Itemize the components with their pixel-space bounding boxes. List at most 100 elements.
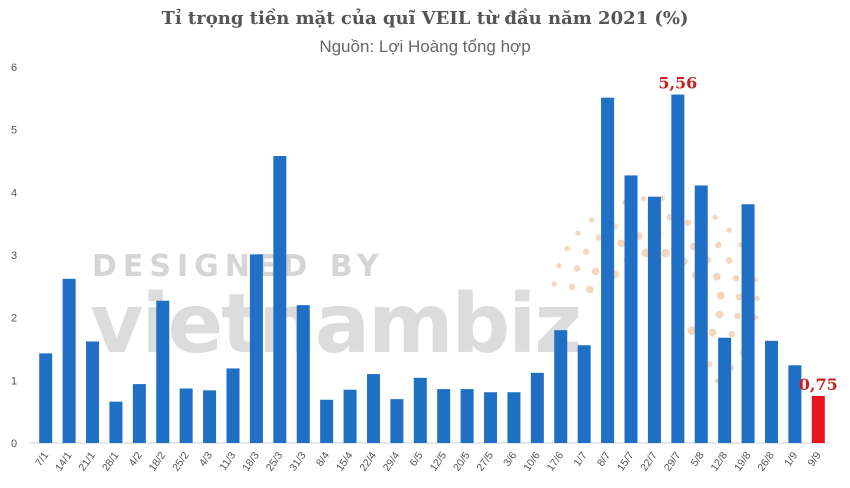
x-tick-label: 1/9 [782,450,800,469]
bar [554,330,568,443]
x-tick-label: 18/2 [147,450,169,474]
y-tick-label: 3 [11,250,17,262]
y-tick-label: 6 [11,62,17,74]
watermark-dot [728,330,736,338]
watermark-dot [712,214,718,221]
x-tick-label: 31/3 [287,450,309,474]
y-tick-label: 2 [11,313,17,325]
bar [788,365,802,443]
x-tick-label: 15/4 [334,450,356,474]
bar [390,399,404,443]
x-tick-label: 18/3 [240,450,262,474]
watermark-dot [556,263,562,269]
watermark-dot [712,272,721,281]
x-tick-label: 17/6 [545,450,567,474]
watermark-dot [725,257,733,264]
watermark-dot [726,227,732,233]
data-labels: 5,56 0,75 [658,74,837,394]
watermark-dot [660,248,670,258]
bar [671,94,685,443]
data-label: 5,56 [658,74,697,93]
bar [366,374,380,443]
watermark-dot [715,241,722,249]
x-tick-label: 14/1 [53,450,75,474]
bar [156,300,170,443]
x-tick-label: 22/4 [357,450,379,474]
watermark-dot [591,267,600,276]
bar [624,175,638,443]
y-axis: 0 1 2 3 4 5 6 [11,62,17,450]
bar [741,204,755,443]
bar [62,278,76,443]
bar [249,254,263,443]
watermark-dot [732,274,740,282]
chart-subtitle: Nguồn: Lợi Hoàng tổng hợp [319,37,530,56]
bar [343,389,357,443]
x-tick-label: 12/8 [709,450,731,474]
data-label: 0,75 [799,375,838,394]
watermark-dot [617,239,626,248]
chart-title: Tỉ trọng tiền mặt của quĩ VEIL từ đầu nă… [161,7,688,29]
watermark-dot [575,230,581,236]
x-axis: 7/1 14/1 21/1 28/1 4/2 18/2 25/2 4/3 11/3 18/3 25/… [33,450,824,474]
watermark-designed-by: DESIGNED BY [92,249,385,284]
x-tick-label: 12/5 [428,450,450,474]
x-tick-label: 6/5 [408,450,426,469]
watermark-dot [684,219,692,226]
x-tick-label: 15/7 [615,450,637,474]
watermark-dot [588,217,595,223]
watermark-dot [595,234,603,241]
bar [296,305,310,443]
y-tick-label: 5 [11,125,17,137]
bar [39,353,53,443]
watermark-dot [716,291,725,300]
bar [437,389,451,443]
bar [273,155,287,443]
bar [507,392,521,443]
x-tick-label: 4/3 [197,450,215,469]
x-tick-label: 10/6 [521,450,543,474]
watermark-dot [551,281,557,287]
y-tick-label: 0 [11,438,17,450]
y-tick-label: 1 [11,375,17,387]
x-tick-label: 8/4 [314,450,332,469]
watermark-dot [715,310,724,319]
watermark-dot [640,195,647,202]
bar [694,185,708,443]
x-tick-label: 4/2 [127,450,145,469]
bar [109,401,123,443]
bar [226,368,240,443]
bar [484,392,498,443]
x-tick-label: 26/8 [755,450,777,474]
x-tick-label: 27/5 [474,450,496,474]
watermark-dot [564,245,570,252]
watermark-logo: vietnambiz [90,277,580,372]
bar [577,345,591,443]
watermark-dot [573,265,581,272]
watermark: DESIGNED BY vietnambiz [90,195,760,384]
watermark-dot [734,312,741,320]
x-tick-label: 5/8 [688,450,706,469]
watermark-dot [568,283,576,291]
watermark-dot [585,285,594,294]
bar-highlight [811,396,825,443]
x-tick-label: 29/4 [381,450,403,474]
x-tick-label: 9/9 [806,450,824,469]
bar [647,196,661,443]
bar [460,389,474,443]
x-tick-label: 25/3 [264,450,286,474]
x-tick-label: 3/6 [501,450,519,469]
bar [413,377,427,443]
bar [320,399,334,443]
bar-series [39,94,825,443]
y-tick-label: 4 [11,187,17,199]
bar [718,337,732,443]
watermark-dot [754,295,760,302]
x-tick-label: 7/1 [33,450,51,469]
bar [764,340,778,443]
x-tick-label: 21/1 [76,450,98,474]
x-tick-label: 29/7 [662,450,684,474]
x-tick-label: 11/3 [217,450,238,473]
x-tick-label: 19/8 [732,450,754,474]
